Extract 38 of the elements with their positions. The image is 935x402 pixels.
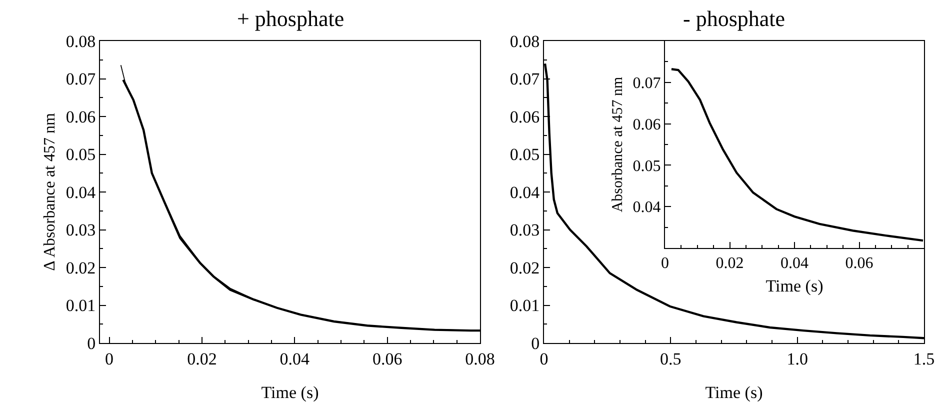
- y-tick-label: 0.06: [66, 107, 96, 126]
- y-tick-label: 0.08: [510, 32, 540, 51]
- y-tick-label: 0.06: [632, 116, 661, 134]
- y-tick-label: 0.05: [632, 158, 661, 175]
- y-axis-title: Δ Absorbance at 457 nm: [42, 112, 59, 271]
- y-tick-label: 0: [87, 334, 96, 353]
- x-axis-title: Time (s): [705, 382, 763, 402]
- y-tick-label: 0.07: [66, 70, 96, 89]
- x-tick-label: 0: [105, 349, 114, 368]
- y-tick-label: 0.03: [510, 220, 540, 240]
- y-tick-label: 0.04: [510, 182, 540, 202]
- x-tick-label: 0.02: [187, 349, 217, 368]
- y-tick-label: 0.07: [632, 75, 661, 92]
- chart-title: - phosphate: [683, 6, 786, 31]
- y-tick-label: 0.04: [66, 182, 96, 202]
- x-tick-label: 1.5: [913, 349, 935, 368]
- x-axis-title: Time (s): [261, 382, 319, 402]
- x-tick-label: 0.06: [372, 349, 402, 368]
- x-tick-label: 0.5: [660, 349, 682, 368]
- y-axis-title: Absorbance at 457 nm: [610, 76, 626, 212]
- y-tick-label: 0.04: [632, 199, 661, 216]
- x-tick-label: 0.08: [465, 349, 495, 368]
- y-tick-label: 0.05: [66, 145, 96, 164]
- y-tick-label: 0: [531, 334, 540, 353]
- y-tick-label: 0.06: [510, 107, 540, 126]
- y-tick-label: 0.08: [66, 32, 96, 51]
- x-tick-label: 0.06: [845, 255, 874, 272]
- x-tick-label: 0.04: [780, 255, 808, 272]
- x-tick-label: 1.0: [786, 349, 808, 368]
- y-tick-label: 0.03: [66, 220, 96, 240]
- y-tick-label: 0.01: [510, 296, 540, 316]
- chart-title: + phosphate: [237, 6, 344, 31]
- y-tick-label: 0.05: [510, 145, 540, 164]
- x-tick-label: 0.04: [280, 349, 310, 368]
- y-tick-label: 0.01: [66, 296, 96, 316]
- x-axis-title: Time (s): [766, 276, 824, 296]
- x-tick-label: 0.02: [716, 255, 744, 272]
- y-tick-label: 0.07: [510, 70, 540, 89]
